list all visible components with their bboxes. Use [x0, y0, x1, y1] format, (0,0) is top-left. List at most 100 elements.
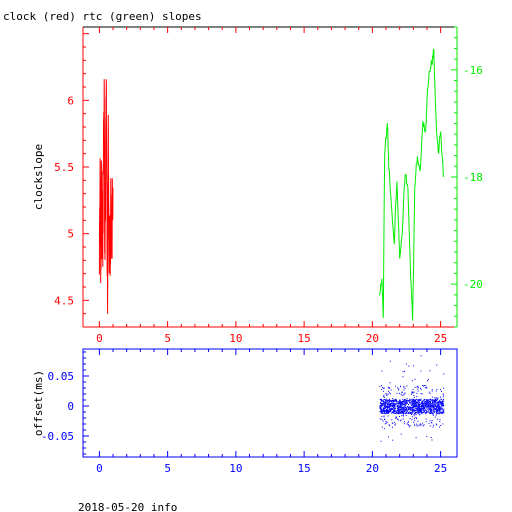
offset-point [407, 411, 409, 413]
offset-point [412, 404, 414, 405]
offset-point [435, 399, 436, 401]
offset-point [428, 409, 430, 411]
offset-point [400, 409, 402, 411]
offset-point [426, 403, 428, 405]
offset-point [390, 408, 391, 410]
offset-point [401, 403, 402, 405]
offset-point [393, 399, 395, 401]
offset-point [406, 410, 408, 412]
offset-point [441, 404, 443, 406]
offset-point [414, 402, 416, 404]
offset-point [406, 385, 408, 387]
offset-point [400, 411, 402, 413]
offset-point [415, 401, 417, 403]
offset-point [418, 401, 420, 403]
offset-point [414, 410, 416, 412]
offset-point [415, 406, 417, 408]
offset-point [443, 401, 445, 403]
offset-point [381, 409, 383, 411]
offset-point [423, 401, 425, 403]
offset-point [418, 408, 420, 410]
offset-point [406, 423, 408, 425]
offset-point [382, 390, 384, 392]
offset-point [401, 406, 403, 408]
offset-point [405, 415, 407, 416]
offset-point [394, 400, 396, 402]
offset-point [396, 405, 398, 407]
offset-point [401, 402, 403, 403]
offset-point [416, 399, 418, 401]
offset-point [384, 411, 386, 413]
offset-point [432, 412, 434, 414]
offset-point [421, 408, 422, 410]
offset-point [434, 401, 436, 403]
offset-point [433, 409, 435, 411]
offset-point [391, 422, 393, 424]
offset-point [438, 403, 440, 405]
offset-point [421, 413, 423, 415]
offset-point [441, 403, 443, 405]
offset-point [385, 403, 387, 405]
offset-point [433, 424, 434, 426]
offset-point [402, 371, 404, 373]
offset-point [385, 393, 387, 395]
offset-point [421, 403, 423, 405]
offset-point [440, 396, 441, 398]
offset-point [439, 412, 441, 414]
offset-point [433, 414, 435, 416]
offset-point [412, 388, 414, 390]
offset-point [442, 423, 444, 425]
offset-point [399, 420, 401, 422]
offset-point [412, 409, 414, 411]
offset-point [429, 410, 431, 412]
left-y-tick-label: 6 [67, 94, 74, 107]
offset-point [390, 389, 392, 391]
offset-point [391, 419, 393, 421]
offset-point [409, 399, 411, 401]
offset-point [422, 406, 424, 408]
offset-point [416, 392, 418, 394]
offset-point [379, 407, 381, 409]
offset-point [411, 403, 413, 405]
bottom-y-tick-label: 0 [67, 400, 74, 413]
offset-point [418, 400, 420, 402]
offset-point [394, 403, 396, 405]
offset-point [434, 406, 436, 408]
offset-point [431, 399, 433, 401]
offset-point [429, 408, 431, 410]
offset-point [418, 410, 420, 412]
offset-point [398, 412, 400, 414]
offset-point [404, 409, 406, 411]
offset-point [407, 421, 409, 423]
offset-point [439, 419, 441, 421]
offset-point [397, 401, 399, 403]
offset-point [382, 401, 384, 403]
offset-point [428, 407, 430, 408]
offset-point [416, 402, 418, 404]
offset-point [407, 424, 409, 426]
offset-point [429, 370, 431, 372]
offset-point [408, 406, 409, 408]
offset-point [401, 391, 403, 393]
offset-point [440, 400, 442, 402]
offset-point [380, 410, 382, 412]
offset-point [402, 406, 404, 408]
offset-point [420, 393, 422, 394]
offset-point [425, 387, 427, 389]
offset-point [414, 417, 415, 419]
offset-point [430, 406, 432, 408]
offset-point [397, 419, 399, 421]
offset-point [392, 426, 393, 428]
offset-point [417, 405, 419, 407]
offset-point [399, 401, 401, 403]
offset-point [385, 400, 387, 402]
offset-point [407, 403, 409, 405]
offset-point [411, 413, 413, 415]
offset-point [410, 410, 412, 412]
offset-point [405, 403, 407, 405]
offset-point [421, 405, 423, 407]
offset-point [404, 387, 406, 389]
offset-point [389, 425, 391, 427]
offset-point [390, 403, 392, 405]
